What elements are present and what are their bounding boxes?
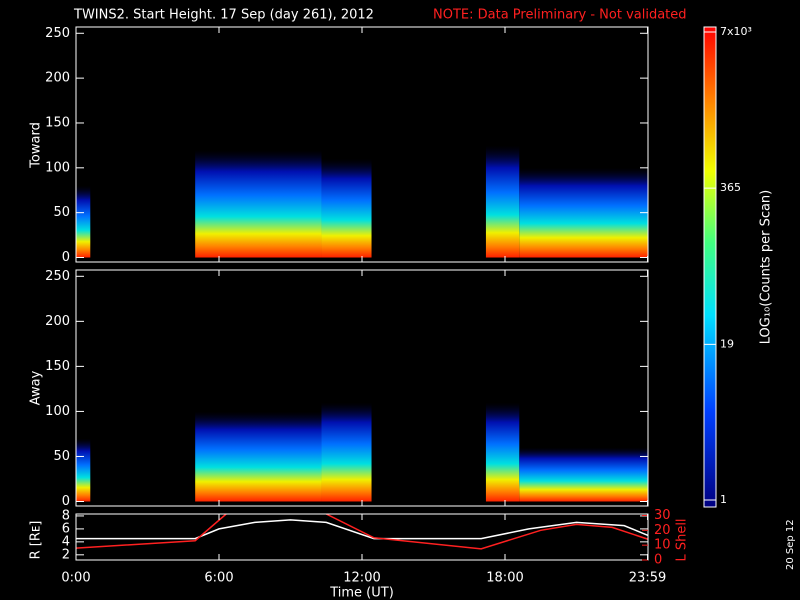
series-line bbox=[76, 514, 648, 550]
spectrogram-block bbox=[321, 158, 372, 258]
y-tick-label: 0 bbox=[62, 494, 70, 509]
x-tick-label: 12:00 bbox=[343, 571, 380, 586]
y-tick-label: 8 bbox=[62, 508, 70, 523]
y-tick-label: 6 bbox=[62, 521, 70, 536]
y-tick-label: 0 bbox=[62, 250, 70, 265]
y-tick-label: 4 bbox=[62, 534, 70, 549]
series-line bbox=[76, 519, 648, 540]
y-tick-label: 50 bbox=[53, 205, 70, 220]
y2-tick-label: 0 bbox=[654, 553, 662, 568]
x-tick-label: 18:00 bbox=[486, 571, 523, 586]
colorbar-tick-label: 7x10³ bbox=[720, 25, 752, 38]
y-tick-label: 250 bbox=[45, 269, 70, 284]
date-stamp: 20 Sep 12 bbox=[785, 519, 796, 570]
colorbar-frame bbox=[703, 26, 717, 508]
spectrogram-block bbox=[76, 438, 91, 502]
y2-label: L Shell bbox=[675, 518, 690, 561]
colorbar-label: LOG₁₀(Counts per Scan) bbox=[759, 190, 774, 345]
x-tick-label: 6:00 bbox=[204, 571, 233, 586]
y-tick-label: 100 bbox=[45, 404, 70, 419]
y-tick-label: 150 bbox=[45, 115, 70, 130]
y2-tick-label: 20 bbox=[654, 523, 671, 538]
y2-tick-label: 30 bbox=[654, 508, 671, 523]
x-tick-label: 23:59 bbox=[629, 571, 666, 586]
spectrogram-block bbox=[519, 167, 648, 258]
y-tick-label: 50 bbox=[53, 449, 70, 464]
note: NOTE: Data Preliminary - Not validated bbox=[433, 8, 687, 23]
colorbar-tick-label: 1 bbox=[720, 493, 727, 506]
spectrogram-block bbox=[321, 402, 372, 502]
y2-tick-label: 10 bbox=[654, 538, 671, 553]
y-tick-label: 150 bbox=[45, 359, 70, 374]
colorbar-tick-label: 365 bbox=[720, 181, 741, 194]
spectrogram-block bbox=[485, 402, 520, 502]
spectrogram-block bbox=[195, 149, 322, 258]
title: TWINS2. Start Height. 17 Sep (day 261), … bbox=[73, 8, 374, 23]
spectrogram-block bbox=[76, 185, 91, 258]
x-tick-label: 0:00 bbox=[61, 571, 90, 586]
x-label: Time (UT) bbox=[329, 586, 394, 600]
y-label: Toward bbox=[29, 122, 44, 169]
colorbar-tick-label: 19 bbox=[720, 337, 734, 350]
spectrogram-block bbox=[519, 447, 648, 502]
y-tick-label: 100 bbox=[45, 160, 70, 175]
spectrogram-block bbox=[485, 145, 520, 258]
y-label: Away bbox=[29, 370, 44, 405]
colorbar bbox=[704, 27, 716, 507]
spectrogram-block bbox=[195, 411, 322, 502]
y-label: R [Rᴇ] bbox=[29, 521, 44, 560]
panel-frame bbox=[75, 513, 649, 561]
y-tick-label: 250 bbox=[45, 26, 70, 41]
lines bbox=[76, 514, 648, 550]
y-tick-label: 2 bbox=[62, 547, 70, 562]
y-tick-label: 200 bbox=[45, 71, 70, 86]
y-tick-label: 200 bbox=[45, 314, 70, 329]
